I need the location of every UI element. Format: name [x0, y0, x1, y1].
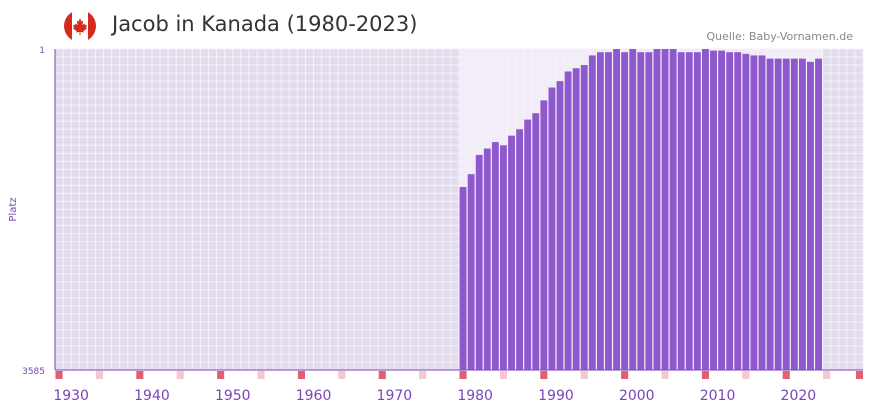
bar [742, 53, 750, 370]
decade-tick-marker [621, 371, 629, 379]
half-decade-tick-marker [742, 371, 750, 379]
bar [459, 187, 467, 370]
bar [572, 68, 580, 370]
bar [540, 100, 548, 371]
bar [798, 58, 806, 370]
x-tick-label: 1990 [538, 388, 574, 404]
bar [588, 55, 596, 371]
bar [750, 55, 758, 371]
half-decade-tick-marker [823, 371, 831, 379]
decade-tick-marker [540, 371, 548, 379]
bar [774, 58, 782, 370]
source-credit: Quelle: Baby-Vornamen.de [706, 30, 853, 43]
bar [637, 52, 645, 371]
decade-tick-marker [782, 371, 790, 379]
x-tick-label: 2000 [619, 388, 655, 404]
x-tick-label: 1970 [377, 388, 413, 404]
decade-tick-marker [378, 371, 386, 379]
half-decade-tick-marker [580, 371, 588, 379]
decade-tick-marker [136, 371, 144, 379]
bar [734, 52, 742, 371]
bar [605, 52, 612, 371]
half-decade-tick-marker [661, 371, 669, 379]
bar [524, 119, 532, 371]
half-decade-tick-marker [176, 371, 184, 379]
y-tick-label-top: 1 [39, 46, 45, 56]
bar [564, 71, 572, 370]
x-tick-label: 1980 [457, 388, 493, 404]
half-decade-tick-marker [95, 371, 103, 379]
half-decade-tick-marker [338, 371, 346, 379]
bar [629, 49, 637, 370]
bar [645, 52, 653, 371]
half-decade-tick-marker [499, 371, 507, 379]
decade-tick-marker [297, 371, 305, 379]
decade-tick-marker [459, 371, 467, 379]
bar [790, 58, 798, 370]
bar [710, 50, 717, 370]
bar [693, 52, 701, 371]
x-tick-label: 1960 [296, 388, 332, 404]
decade-tick-marker [55, 371, 63, 379]
bar [653, 49, 661, 370]
bar [580, 65, 588, 371]
bar [596, 52, 604, 371]
y-axis-label: Platz [8, 197, 19, 221]
x-tick-label: 1940 [134, 388, 170, 404]
bar [508, 135, 515, 370]
x-tick-label: 1950 [215, 388, 251, 404]
bar [758, 55, 766, 371]
half-decade-tick-marker [257, 371, 265, 379]
decade-tick-marker [217, 371, 225, 379]
decade-tick-marker [701, 371, 709, 379]
bar [532, 113, 540, 370]
bar [491, 142, 499, 370]
bar [483, 148, 491, 370]
canada-flag-icon [64, 10, 96, 42]
axis-end-marker [856, 371, 863, 379]
x-tick-label: 2010 [700, 388, 736, 404]
bar [475, 154, 483, 370]
bar [500, 145, 507, 370]
bar [726, 52, 734, 371]
bar [782, 58, 790, 370]
bar [677, 52, 685, 371]
x-tick-label: 1930 [53, 388, 89, 404]
canada-flag-graphic [64, 10, 96, 42]
bar [516, 129, 524, 370]
bar [613, 49, 620, 370]
bar [685, 52, 693, 371]
bar [718, 50, 726, 370]
bar [807, 61, 814, 371]
x-tick-label: 2020 [781, 388, 817, 404]
bar [702, 49, 709, 370]
bar [467, 174, 475, 370]
half-decade-tick-marker [419, 371, 427, 379]
bar [766, 58, 774, 370]
bar [661, 49, 669, 370]
bar [621, 52, 629, 371]
page-title: Jacob in Kanada (1980-2023) [112, 12, 418, 36]
bar [669, 49, 677, 370]
bar [556, 81, 564, 370]
bar [815, 58, 822, 370]
y-tick-label-bottom: 3585 [22, 367, 45, 377]
bar [548, 87, 556, 371]
